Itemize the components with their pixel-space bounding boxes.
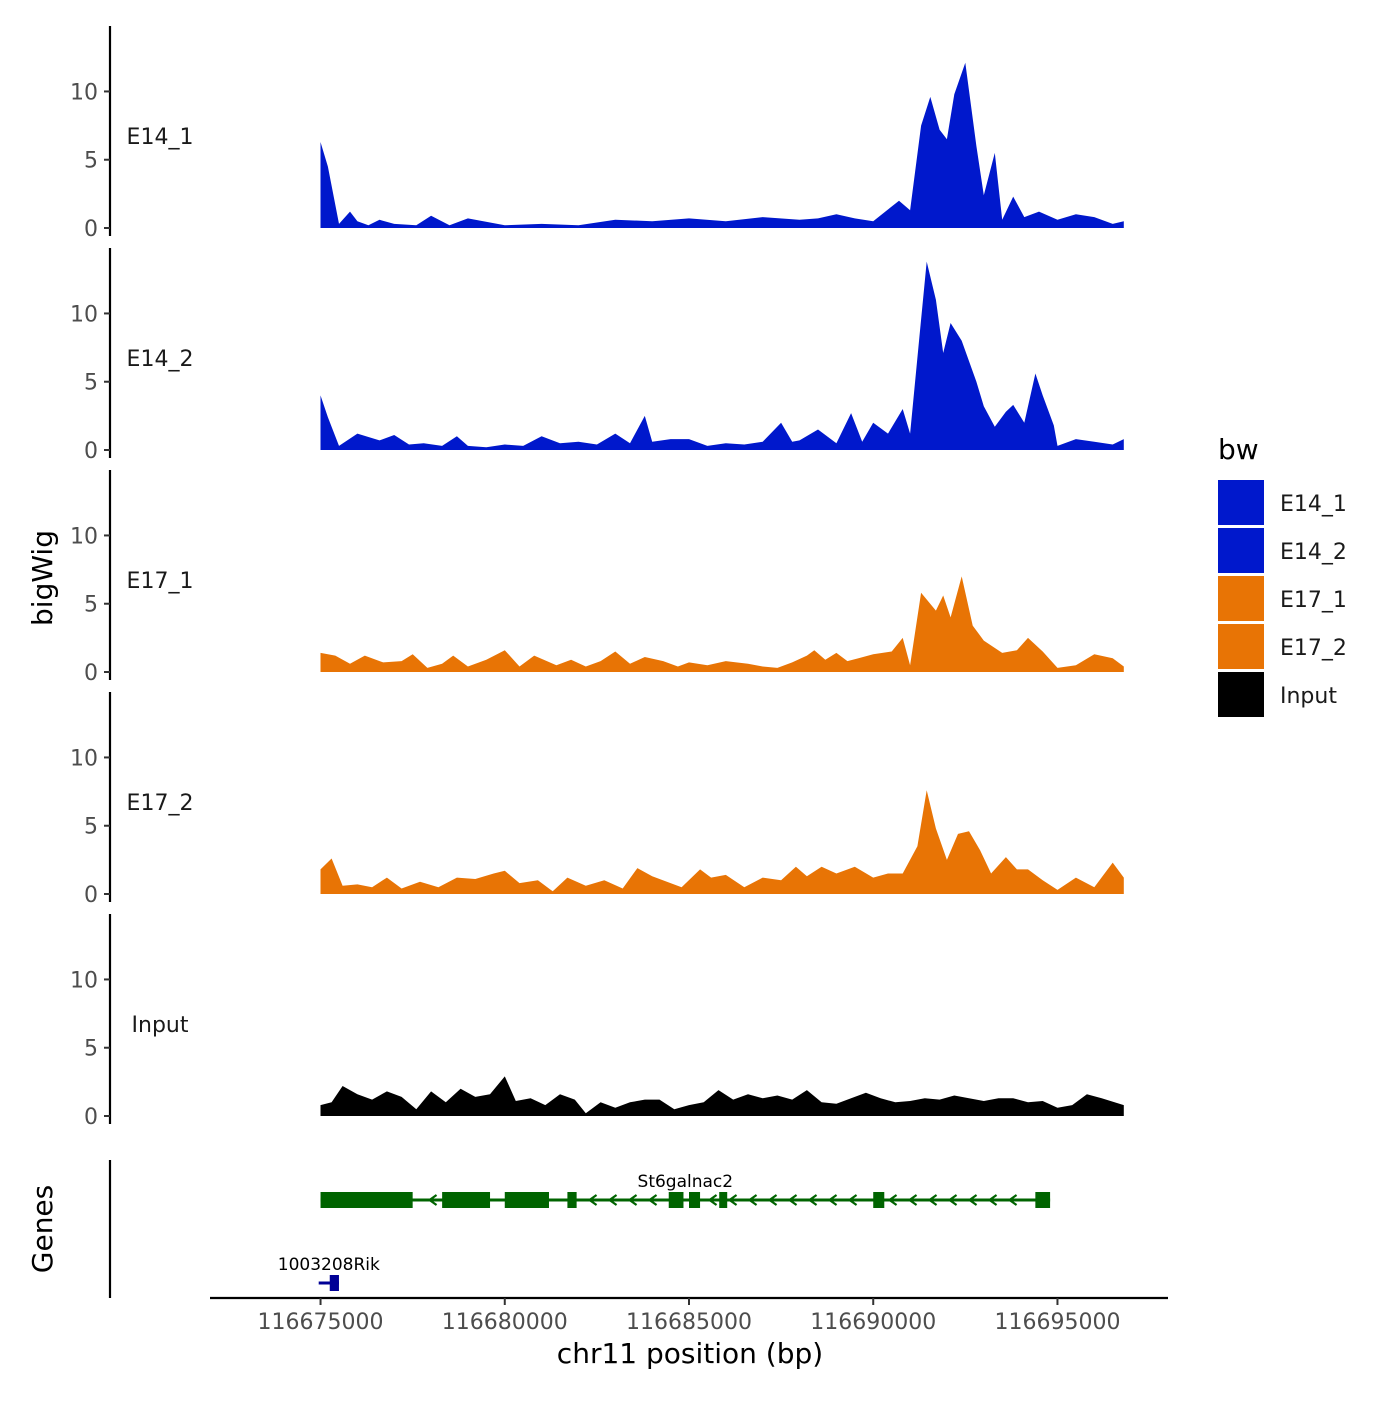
y-tick-label-e17-1-10: 10 bbox=[70, 524, 98, 549]
strand-arrow-st6galnac2-1 bbox=[587, 1194, 598, 1206]
strand-arrow-st6galnac2-3 bbox=[627, 1194, 638, 1206]
genes-axis-title: Genes bbox=[26, 1185, 59, 1273]
legend-label-e17-1: E17_1 bbox=[1280, 588, 1347, 613]
y-tick-label-input-5: 5 bbox=[84, 1037, 98, 1062]
exon-st6galnac2-2 bbox=[504, 1192, 549, 1208]
gene-1003208rik: 1003208Rik bbox=[278, 1255, 380, 1291]
legend-swatch-e17-1 bbox=[1218, 576, 1264, 621]
strand-arrow-st6galnac2-6 bbox=[727, 1194, 738, 1206]
genes-panel: St6galnac2 1003208Rik bbox=[108, 1160, 1051, 1298]
strand-arrow-st6galnac2-4 bbox=[647, 1194, 658, 1206]
strand-arrow-st6galnac2-11 bbox=[827, 1194, 838, 1206]
y-tick-label-e17-1-0: 0 bbox=[84, 661, 98, 686]
strand-arrow-st6galnac2-19 bbox=[1007, 1194, 1018, 1206]
exon-st6galnac2-6 bbox=[719, 1192, 728, 1208]
legend-entry-e17-1: E17_1 bbox=[1218, 576, 1347, 621]
strand-arrow-st6galnac2-14 bbox=[907, 1194, 918, 1206]
exon-st6galnac2-8 bbox=[1035, 1192, 1051, 1208]
y-tick-label-e17-2-5: 5 bbox=[84, 815, 98, 840]
x-axis: 116675000 116680000 116685000 116690000 1166… bbox=[210, 1296, 1168, 1335]
x-tick-label-116675000: 116675000 bbox=[258, 1310, 384, 1335]
y-tick-label-e17-2-0: 0 bbox=[84, 883, 98, 908]
track-label-e17-1: E17_1 bbox=[127, 569, 194, 594]
strand-arrow-st6galnac2-16 bbox=[947, 1194, 958, 1206]
tracks-layer: 0 5 10 E14_1 0 5 10 E14_2 0 5 10 E17_1 0 5 10 E17_2 0 5 10… bbox=[70, 26, 1124, 1130]
legend-swatch-e14-2 bbox=[1218, 528, 1264, 573]
strand-arrow-st6galnac2-18 bbox=[987, 1194, 998, 1206]
x-tick-label-116690000: 116690000 bbox=[810, 1310, 936, 1335]
x-tick-label-116685000: 116685000 bbox=[626, 1310, 752, 1335]
y-tick-label-e14-1-10: 10 bbox=[70, 80, 98, 105]
x-tick-label-116680000: 116680000 bbox=[442, 1310, 568, 1335]
strand-arrow-st6galnac2-10 bbox=[807, 1194, 818, 1206]
strand-arrow-st6galnac2-0 bbox=[427, 1194, 438, 1206]
y-tick-label-e14-2-10: 10 bbox=[70, 302, 98, 327]
track-label-e17-2: E17_2 bbox=[127, 791, 194, 816]
track-label-e14-1: E14_1 bbox=[127, 125, 194, 150]
x-axis-title: chr11 position (bp) bbox=[557, 1337, 823, 1370]
gene-st6galnac2: St6galnac2 bbox=[320, 1172, 1051, 1208]
area-e17-1 bbox=[320, 576, 1124, 672]
gene-label-1003208rik: 1003208Rik bbox=[278, 1255, 380, 1275]
strand-arrow-st6galnac2-17 bbox=[967, 1194, 978, 1206]
y-tick-label-e14-2-5: 5 bbox=[84, 371, 98, 396]
strand-arrow-st6galnac2-8 bbox=[767, 1194, 778, 1206]
exon-st6galnac2-5 bbox=[689, 1192, 701, 1208]
y-tick-label-input-10: 10 bbox=[70, 968, 98, 993]
track-e14-2: 0 5 10 E14_2 bbox=[70, 248, 1124, 464]
exon-st6galnac2-0 bbox=[320, 1192, 413, 1208]
legend-swatch-e14-1 bbox=[1218, 480, 1264, 525]
y-tick-label-e14-1-5: 5 bbox=[84, 149, 98, 174]
strand-arrow-st6galnac2-2 bbox=[607, 1194, 618, 1206]
exon-st6galnac2-1 bbox=[442, 1192, 491, 1208]
exon-1003208rik-0 bbox=[329, 1275, 339, 1291]
y-tick-label-e17-1-5: 5 bbox=[84, 593, 98, 618]
gene-label-st6galnac2: St6galnac2 bbox=[638, 1172, 734, 1192]
y-tick-label-e17-2-10: 10 bbox=[70, 746, 98, 771]
y-axis-title: bigWig bbox=[26, 530, 59, 626]
legend: bw E14_1 E14_2 E17_1 E17_2 Input bbox=[1218, 433, 1347, 717]
legend-entry-e14-2: E14_2 bbox=[1218, 528, 1347, 573]
area-e14-1 bbox=[320, 62, 1124, 228]
y-tick-label-e14-1-0: 0 bbox=[84, 217, 98, 242]
legend-label-e14-1: E14_1 bbox=[1280, 492, 1347, 517]
track-e14-1: 0 5 10 E14_1 bbox=[70, 26, 1124, 242]
x-tick-label-116695000: 116695000 bbox=[994, 1310, 1120, 1335]
y-tick-label-e14-2-0: 0 bbox=[84, 439, 98, 464]
track-label-input: Input bbox=[132, 1013, 189, 1038]
strand-arrow-st6galnac2-12 bbox=[847, 1194, 858, 1206]
track-e17-2: 0 5 10 E17_2 bbox=[70, 692, 1124, 908]
legend-swatch-input bbox=[1218, 672, 1264, 717]
track-e17-1: 0 5 10 E17_1 bbox=[70, 470, 1124, 686]
legend-label-e17-2: E17_2 bbox=[1280, 636, 1347, 661]
legend-swatch-e17-2 bbox=[1218, 624, 1264, 669]
legend-label-input: Input bbox=[1280, 684, 1337, 709]
exon-st6galnac2-4 bbox=[668, 1192, 684, 1208]
strand-arrow-st6galnac2-13 bbox=[887, 1194, 898, 1206]
area-e14-2 bbox=[320, 261, 1124, 450]
legend-entry-e17-2: E17_2 bbox=[1218, 624, 1347, 669]
strand-arrow-st6galnac2-5 bbox=[707, 1194, 718, 1206]
legend-entry-e14-1: E14_1 bbox=[1218, 480, 1347, 525]
legend-label-e14-2: E14_2 bbox=[1280, 540, 1347, 565]
exon-st6galnac2-7 bbox=[873, 1192, 885, 1208]
strand-arrow-st6galnac2-15 bbox=[927, 1194, 938, 1206]
strand-arrow-st6galnac2-7 bbox=[747, 1194, 758, 1206]
y-tick-label-input-0: 0 bbox=[84, 1105, 98, 1130]
track-input: 0 5 10 Input bbox=[70, 914, 1124, 1130]
track-label-e14-2: E14_2 bbox=[127, 347, 194, 372]
legend-entry-input: Input bbox=[1218, 672, 1337, 717]
exon-st6galnac2-3 bbox=[567, 1192, 577, 1208]
strand-arrow-st6galnac2-9 bbox=[787, 1194, 798, 1206]
area-input bbox=[320, 1076, 1124, 1116]
legend-title: bw bbox=[1218, 433, 1259, 466]
area-e17-2 bbox=[320, 790, 1124, 894]
